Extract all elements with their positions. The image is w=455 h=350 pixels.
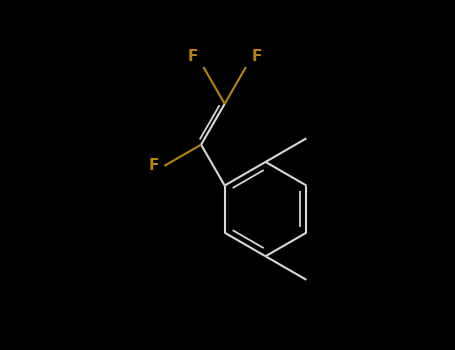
Text: F: F [251,49,262,64]
Text: F: F [188,49,198,64]
Text: F: F [149,159,159,173]
